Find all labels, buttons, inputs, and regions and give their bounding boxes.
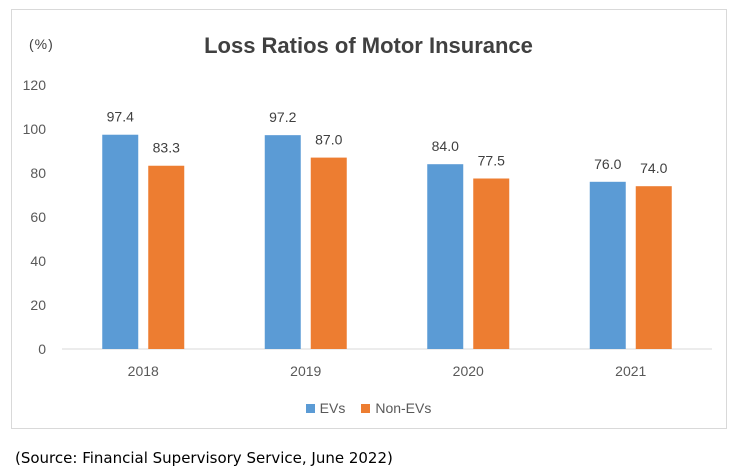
legend-item-evs: EVs [305,400,346,416]
bar-non-evs-2021 [635,186,672,349]
legend-swatch-non-evs [361,403,371,413]
data-label: 74.0 [640,160,667,176]
bar-non-evs-2020 [473,178,510,349]
legend: EVs Non-EVs [0,400,737,416]
data-label: 84.0 [432,138,459,154]
y-tick-label: 0 [38,341,46,357]
bar-evs-2021 [589,181,626,349]
unit-label: (%) [29,36,54,52]
source-note: (Source: Financial Supervisory Service, … [15,449,393,467]
x-tick-label: 2021 [615,363,646,379]
data-label: 97.2 [269,109,296,125]
chart-frame [11,9,727,429]
data-label: 87.0 [315,132,342,148]
y-tick-label: 120 [23,77,47,93]
data-label: 97.4 [107,109,134,125]
data-label: 76.0 [594,156,621,172]
x-tick-label: 2019 [290,363,321,379]
bar-evs-2018 [102,134,139,349]
data-label: 77.5 [478,153,505,169]
y-tick-label: 100 [23,121,47,137]
bar-non-evs-2018 [148,165,185,349]
bar-evs-2019 [264,135,301,349]
legend-label-non-evs: Non-EVs [375,400,432,416]
bar-evs-2020 [427,164,464,349]
y-tick-label: 20 [30,297,46,313]
legend-swatch-evs [305,403,315,413]
x-tick-label: 2020 [453,363,484,379]
x-tick-label: 2018 [128,363,159,379]
bar-chart: 0 20 40 60 80 100 120 2018 97.4 83.3 2019 97.2 87.0 2… [23,77,712,379]
bar-non-evs-2019 [310,157,347,349]
legend-label-evs: EVs [319,400,346,416]
y-tick-label: 80 [30,165,46,181]
chart-title: Loss Ratios of Motor Insurance [204,33,533,58]
legend-item-non-evs: Non-EVs [361,400,431,416]
data-label: 83.3 [153,140,180,156]
y-tick-label: 40 [30,253,46,269]
y-tick-label: 60 [30,209,46,225]
